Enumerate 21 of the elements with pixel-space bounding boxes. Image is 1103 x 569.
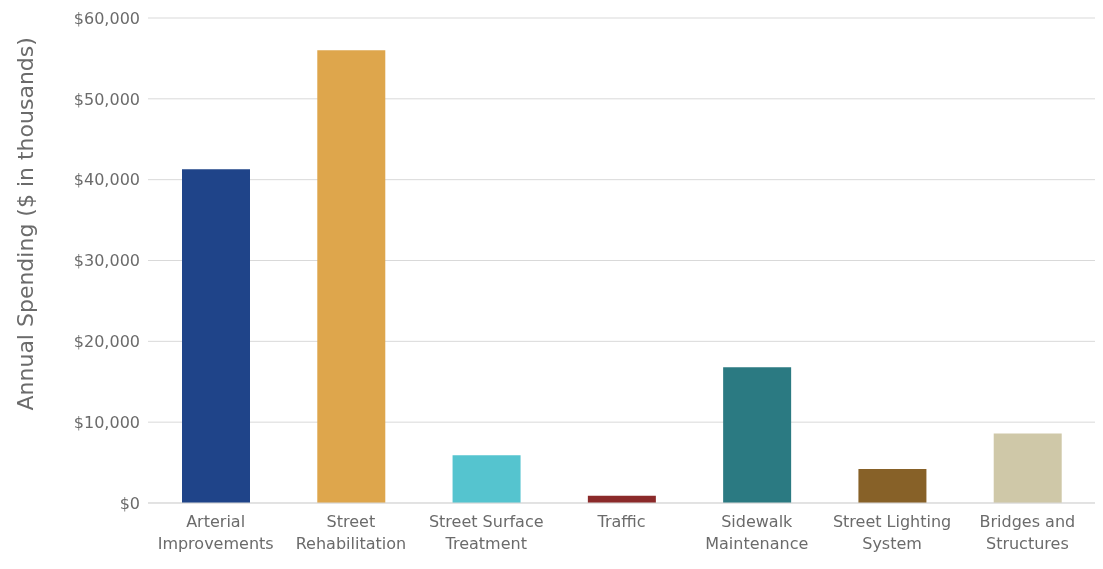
bar [317, 50, 386, 503]
y-tick-label: $10,000 [73, 412, 140, 432]
y-tick-label: $20,000 [73, 332, 140, 352]
x-tick-label: Bridges and Structures [979, 512, 1076, 553]
bar [182, 169, 250, 503]
x-tick-label: Arterial Improvements [157, 512, 274, 553]
bar [993, 433, 1062, 503]
y-tick-label: $60,000 [73, 8, 140, 28]
x-tick-label: Traffic [596, 512, 646, 531]
bar [452, 455, 521, 503]
y-tick-label: $40,000 [73, 170, 140, 190]
bar [858, 469, 927, 503]
bar [723, 367, 792, 503]
x-tick-label: Street Lighting System [832, 512, 952, 553]
x-tick-label: Street Surface Treatment [428, 512, 544, 553]
y-tick-label: $0 [119, 493, 140, 513]
x-tick-label: Street Rehabilitation [295, 512, 407, 553]
y-tick-label: $30,000 [73, 251, 140, 271]
y-tick-label: $50,000 [73, 89, 140, 109]
x-tick-label: Sidewalk Maintenance [705, 512, 809, 553]
y-axis-title: Annual Spending ($ in thousands) [12, 37, 38, 411]
